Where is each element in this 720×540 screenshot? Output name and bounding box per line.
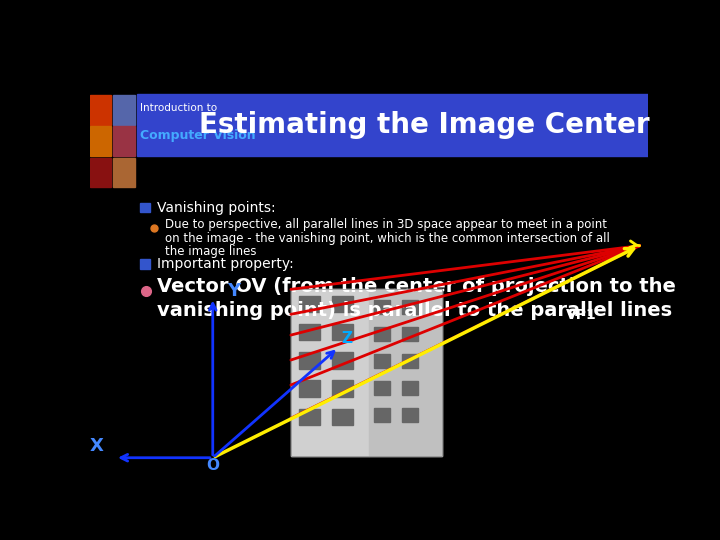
Bar bbox=[300, 295, 320, 312]
Text: Y: Y bbox=[227, 281, 240, 300]
Bar bbox=[402, 354, 418, 368]
Bar bbox=[300, 380, 320, 397]
Bar bbox=[402, 327, 418, 341]
Bar bbox=[291, 289, 441, 456]
Bar bbox=[114, 95, 135, 125]
Text: Introduction to: Introduction to bbox=[140, 104, 217, 113]
Text: Vanishing points:: Vanishing points: bbox=[157, 201, 276, 215]
Bar bbox=[90, 126, 111, 156]
Bar bbox=[114, 158, 135, 187]
Bar bbox=[138, 94, 648, 156]
Bar bbox=[332, 380, 353, 397]
Bar bbox=[402, 381, 418, 395]
Bar bbox=[332, 409, 353, 426]
Bar bbox=[90, 95, 111, 125]
Text: Z: Z bbox=[341, 330, 352, 346]
Bar bbox=[300, 352, 320, 369]
Bar bbox=[114, 126, 135, 156]
Bar bbox=[332, 324, 353, 341]
Text: O: O bbox=[206, 458, 220, 473]
Text: Vector OV (from the center of projection to the: Vector OV (from the center of projection… bbox=[157, 276, 676, 295]
Text: Computer Vision: Computer Vision bbox=[140, 129, 256, 142]
Text: on the image - the vanishing point, which is the common intersection of all: on the image - the vanishing point, whic… bbox=[166, 232, 611, 245]
Bar bbox=[140, 203, 150, 212]
Bar bbox=[369, 289, 441, 456]
Bar bbox=[140, 259, 150, 268]
Text: X: X bbox=[90, 437, 104, 456]
Text: Important property:: Important property: bbox=[157, 257, 294, 271]
Bar bbox=[291, 289, 369, 456]
Bar bbox=[374, 354, 390, 368]
Bar bbox=[402, 408, 418, 422]
Bar bbox=[402, 300, 418, 314]
Bar bbox=[374, 300, 390, 314]
Bar bbox=[332, 352, 353, 369]
Text: Due to perspective, all parallel lines in 3D space appear to meet in a point: Due to perspective, all parallel lines i… bbox=[166, 218, 608, 231]
Text: vanishing point) is parallel to the parallel lines: vanishing point) is parallel to the para… bbox=[157, 301, 672, 320]
Bar bbox=[374, 408, 390, 422]
Bar bbox=[291, 289, 441, 456]
Bar bbox=[374, 381, 390, 395]
Bar bbox=[300, 324, 320, 341]
Bar bbox=[332, 295, 353, 312]
Bar bbox=[90, 158, 111, 187]
Text: the image lines: the image lines bbox=[166, 245, 257, 259]
Bar bbox=[374, 327, 390, 341]
Bar bbox=[300, 409, 320, 426]
Text: Estimating the Image Center: Estimating the Image Center bbox=[199, 111, 650, 139]
Text: VP1: VP1 bbox=[566, 308, 596, 322]
